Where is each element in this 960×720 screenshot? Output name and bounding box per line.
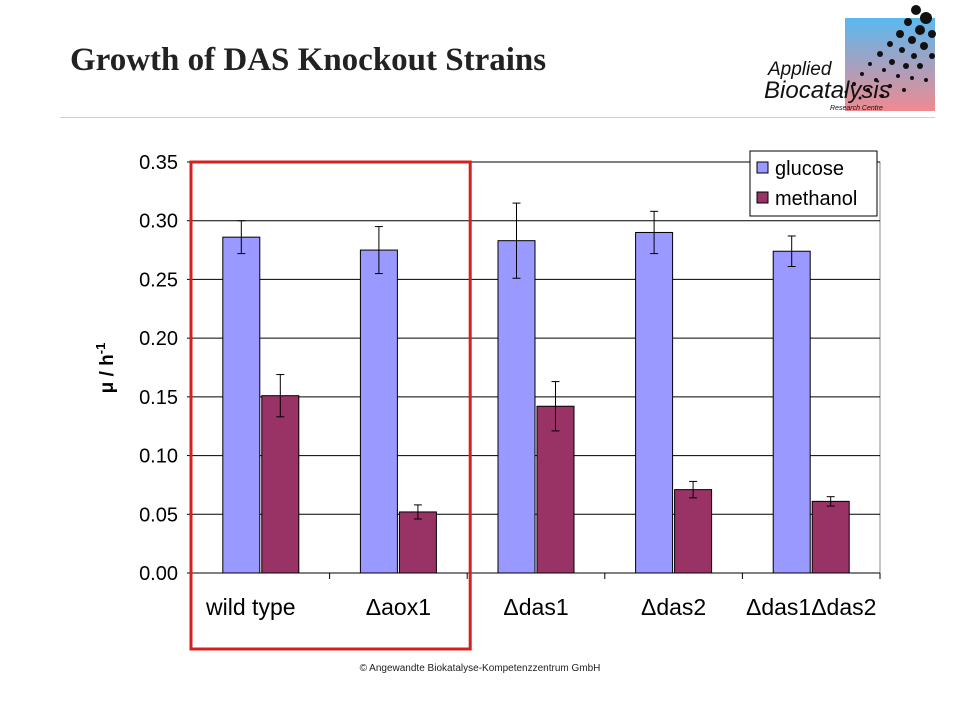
y-tick-label: 0.25 [139,269,178,291]
logo-dot [896,30,904,38]
y-axis-label: μ / h-1 [93,343,118,394]
legend-label-glucose: glucose [775,158,844,180]
y-tick-label: 0.10 [139,446,178,468]
logo-dot [866,88,870,92]
header-divider [60,117,935,118]
bar-glucose [497,240,536,574]
x-tick-label: Δdas2 [641,594,706,620]
logo-dot [880,94,884,98]
logo-dot [877,51,883,57]
y-tick-label: 0.30 [139,211,178,233]
logo-dot [917,63,923,69]
copyright-text: © Angewandte Biokatalyse-Kompetenzzentru… [359,663,601,674]
logo-biocatalysis: Biocatalysis [764,77,891,104]
logo-applied: Applied [767,59,833,80]
logo-dot [908,36,916,44]
x-tick-label: Δdas1 [503,594,568,620]
bar-methanol [674,489,713,574]
logo-dot [887,41,893,47]
logo-dot [924,78,928,82]
y-tick-label: 0.00 [139,563,178,585]
highlight-box [189,160,472,651]
page-title: Growth of DAS Knockout Strains [70,42,547,78]
logo-dot [868,62,872,66]
bar-glucose [359,249,398,574]
logo-dot [852,82,856,86]
logo-dot [910,76,914,80]
y-tick-label: 0.35 [139,152,178,174]
bar-methanol [536,405,575,574]
legend-swatch-methanol [756,191,769,204]
logo-dot [903,63,909,69]
logo-dot [911,5,921,15]
logo-dot [915,25,925,35]
logo-dot [920,42,928,50]
y-tick-label: 0.20 [139,328,178,350]
legend-box [749,150,878,217]
logo-dot [911,53,917,59]
logo-dot [899,47,905,53]
bar-glucose [635,231,674,574]
logo-dot [882,68,886,72]
legend-label-methanol: methanol [775,188,857,210]
logo-dot [860,72,864,76]
logo-dot [874,78,878,82]
logo-dot [902,88,906,92]
logo-dot [904,18,912,26]
y-tick-label: 0.05 [139,504,178,526]
x-tick-label: Δdas1Δdas2 [746,594,876,620]
x-tick-label: wild type [205,594,295,620]
x-tick-label: Δaox1 [366,594,431,620]
logo-dot [844,90,848,94]
bar-methanol [261,395,300,574]
logo-research-centre: Research Centre [830,105,883,112]
y-tick-label: 0.15 [139,387,178,409]
bar-methanol [398,511,437,574]
logo-dot [929,53,935,59]
logo-dot [889,59,895,65]
logo-dot [858,96,862,100]
logo-dot-cluster [844,5,936,100]
legend-swatch-glucose [756,161,769,174]
bar-glucose [772,250,811,574]
logo-dot [928,30,936,38]
logo-dot [896,74,900,78]
applied-biocatalysis-logo: Applied Biocatalysis Research Centre [764,5,936,112]
bar-methanol [811,500,850,574]
bar-glucose [222,236,261,574]
logo-dot [920,12,932,24]
y-axis-label-superscript: -1 [93,343,108,355]
logo-dot [888,84,892,88]
